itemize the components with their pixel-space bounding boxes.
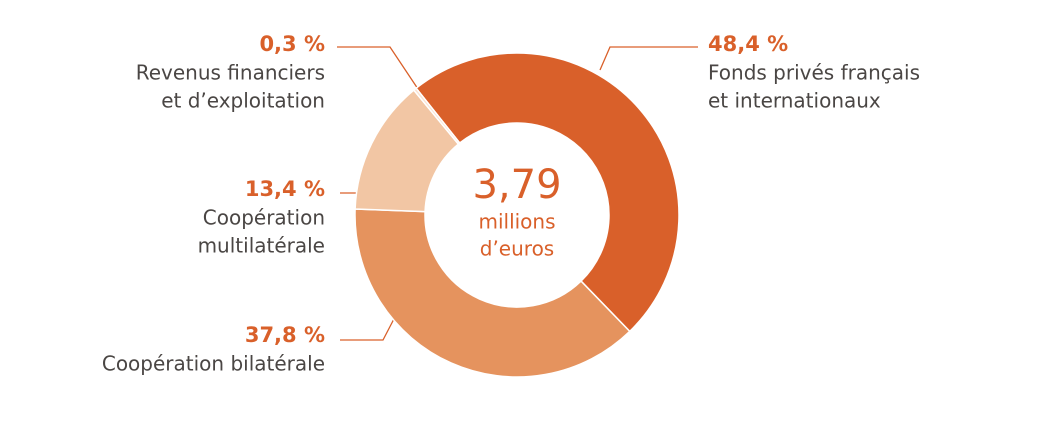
center-value: 3,79 [472, 162, 561, 208]
center-label: millions [478, 210, 555, 234]
category-label: Fonds privés français [708, 61, 920, 85]
donut [354, 52, 680, 378]
leader-line [599, 46, 698, 71]
value-label: 13,4 % [245, 177, 325, 201]
category-label: et d’exploitation [161, 89, 325, 113]
slice [354, 208, 631, 378]
leader-line [340, 314, 397, 341]
category-label: et internationaux [708, 89, 881, 113]
value-label: 48,4 % [708, 32, 788, 56]
category-label: multilatérale [198, 234, 325, 258]
category-label: Revenus financiers [136, 61, 325, 85]
center-label: d’euros [480, 237, 554, 261]
value-label: 37,8 % [245, 323, 325, 347]
leader-line [337, 46, 421, 93]
value-label: 0,3 % [259, 32, 325, 56]
slice [412, 87, 461, 146]
category-label: Coopération [203, 206, 325, 230]
category-label: Coopération bilatérale [102, 352, 325, 376]
slice [415, 52, 680, 333]
